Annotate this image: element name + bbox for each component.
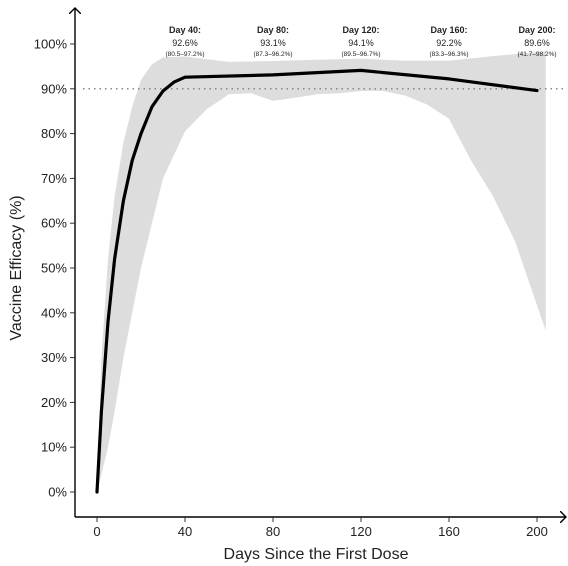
y-tick-label: 50% xyxy=(41,261,67,276)
annotation-day-label: Day 120: xyxy=(342,25,379,35)
y-tick-label: 10% xyxy=(41,440,67,455)
y-axis-title: Vaccine Efficacy (%) xyxy=(8,195,25,340)
annotation-confidence-interval: (83.3–96.3%) xyxy=(429,51,468,58)
x-tick-label: 0 xyxy=(93,524,100,539)
y-tick-label: 90% xyxy=(41,81,67,96)
annotation-efficacy-value: 93.1% xyxy=(260,38,286,48)
day-annotation: Day 160: 92.2% (83.3–96.3%) xyxy=(429,25,468,58)
annotation-confidence-interval: (89.5–96.7%) xyxy=(341,51,380,58)
y-tick-label: 100% xyxy=(34,37,68,52)
y-tick-label: 40% xyxy=(41,305,67,320)
x-axis-title: Days Since the First Dose xyxy=(224,546,409,563)
y-tick-label: 30% xyxy=(41,350,67,365)
annotation-day-label: Day 160: xyxy=(430,25,467,35)
x-tick-label: 200 xyxy=(526,524,548,539)
y-tick-label: 0% xyxy=(48,485,67,500)
y-tick-label: 20% xyxy=(41,395,67,410)
day-annotation: Day 80: 93.1% (87.3–96.2%) xyxy=(253,25,292,58)
annotation-efficacy-value: 92.6% xyxy=(172,38,198,48)
x-tick-label: 80 xyxy=(266,524,280,539)
annotation-efficacy-value: 94.1% xyxy=(348,38,374,48)
annotation-day-label: Day 80: xyxy=(257,25,289,35)
y-tick-label: 80% xyxy=(41,126,67,141)
y-tick-label: 70% xyxy=(41,171,67,186)
y-tick-label: 60% xyxy=(41,216,67,231)
x-tick-label: 120 xyxy=(350,524,372,539)
x-tick-label: 160 xyxy=(438,524,460,539)
confidence-band xyxy=(97,51,546,492)
annotation-efficacy-value: 92.2% xyxy=(436,38,462,48)
day-annotation: Day 120: 94.1% (89.5–96.7%) xyxy=(341,25,380,58)
day-annotation: Day 40: 92.6% (80.5–97.2%) xyxy=(165,25,204,58)
annotation-day-label: Day 40: xyxy=(169,25,201,35)
annotation-confidence-interval: (87.3–96.2%) xyxy=(253,51,292,58)
annotation-efficacy-value: 89.6% xyxy=(524,38,550,48)
x-tick-label: 40 xyxy=(178,524,192,539)
annotation-confidence-interval: (41.7–98.2%) xyxy=(517,51,556,58)
efficacy-line xyxy=(95,68,539,494)
annotation-day-label: Day 200: xyxy=(518,25,555,35)
annotation-confidence-interval: (80.5–97.2%) xyxy=(165,51,204,58)
day-annotation: Day 200: 89.6% (41.7–98.2%) xyxy=(517,25,556,58)
